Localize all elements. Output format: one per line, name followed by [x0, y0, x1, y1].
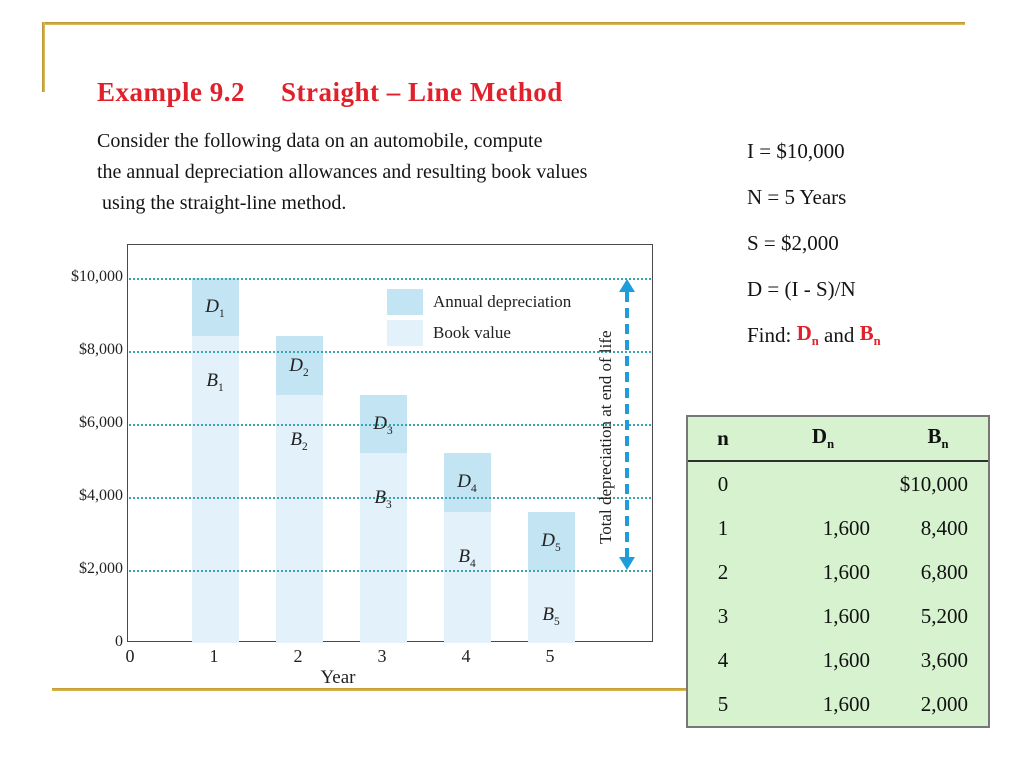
table-header-n: n: [717, 426, 729, 450]
table-header-dn: Dn: [811, 424, 835, 452]
bar-segment-book-value: [191, 336, 239, 643]
given-initial-cost: I = $10,000: [747, 138, 845, 163]
bar-segment-book-value: [443, 511, 491, 643]
chart-legend: Annual depreciation Book value: [387, 286, 571, 348]
top-gold-rule: [43, 22, 965, 25]
table-row: 2 1,600 6,800: [717, 559, 968, 584]
slide-title: Example 9.2 Straight – Line Method: [97, 77, 563, 108]
bar-segment-annual-depreciation: [275, 336, 323, 395]
legend-swatch-annual-depreciation: [387, 288, 423, 315]
problem-line-3: using the straight-line method.: [97, 192, 347, 214]
bar-segment-label-d: D3: [373, 413, 393, 437]
x-tick-label: 2: [293, 646, 303, 666]
bar-segment-annual-depreciation: [443, 453, 491, 512]
bar-segment-annual-depreciation: [359, 394, 407, 454]
total-depreciation-label: Total depreciation at end of life: [596, 330, 615, 544]
bar-segment-book-value: [527, 570, 575, 643]
find-prefix: Find:: [747, 322, 797, 347]
bar-segment-book-value: [275, 394, 323, 643]
table-row: 4 1,600 3,600: [717, 647, 968, 672]
given-service-life: N = 5 Years: [747, 184, 847, 209]
legend-swatch-book-value: [387, 319, 423, 346]
x-tick-label: 3: [377, 646, 387, 666]
bar-segment-book-value: [359, 453, 407, 643]
y-tick-label: 0: [115, 633, 123, 650]
problem-line-2: the annual depreciation allowances and r…: [97, 161, 588, 183]
bar-segment-label-b: B5: [542, 604, 560, 628]
y-tick-label: $4,000: [79, 487, 123, 504]
x-tick-label: 0: [125, 646, 135, 666]
gridline: [129, 278, 651, 280]
bar-segment-annual-depreciation: [191, 278, 239, 337]
find-bn: Bn: [859, 320, 881, 349]
find-statement: Find: Dn and Bn: [747, 312, 881, 358]
problem-statement: Consider the following data on an automo…: [97, 126, 587, 219]
bar-segment-label-d: D2: [289, 354, 309, 379]
legend-label-annual-depreciation: Annual depreciation: [433, 291, 572, 311]
table-header-row: n Dn Bn: [688, 417, 988, 462]
problem-line-1: Consider the following data on an automo…: [97, 130, 543, 152]
find-and: and: [818, 322, 860, 347]
table-row: 1 1,600 8,400: [717, 515, 968, 540]
table-row: 3 1,600 5,200: [717, 603, 968, 628]
slide-title-number: Example 9.2: [97, 77, 246, 107]
given-values: I = $10,000 N = 5 Years S = $2,000 D = (…: [747, 128, 881, 358]
table-header-bn: Bn: [927, 424, 949, 452]
y-tick-label: $6,000: [79, 414, 123, 431]
x-tick-label: 4: [461, 646, 471, 666]
total-depreciation-arrow: [625, 292, 629, 557]
given-depreciation-formula: D = (I - S)/N: [747, 276, 856, 301]
bar-segment-label-b: B3: [374, 487, 392, 511]
x-tick-label: 1: [209, 646, 219, 666]
bar-segment-label-b: B1: [206, 370, 224, 395]
table-row: 5 1,600 2,000: [717, 691, 968, 716]
arrow-head-up-icon: [619, 279, 635, 292]
depreciation-chart: Annual depreciation Book value Total dep…: [127, 244, 653, 643]
bar-segment-annual-depreciation: [527, 511, 575, 570]
find-dn: Dn: [796, 320, 819, 349]
x-axis-title: Year: [320, 667, 356, 688]
bar-segment-label-d: D5: [541, 529, 561, 554]
arrow-head-down-icon: [619, 557, 635, 570]
bar-segment-label-d: D4: [457, 471, 477, 496]
bar-segment-label-b: B2: [290, 428, 308, 453]
gridline: [129, 351, 651, 353]
legend-entry-annual-depreciation: Annual depreciation: [387, 286, 571, 317]
y-tick-label: $10,000: [71, 268, 123, 285]
gridline: [129, 497, 651, 499]
legend-label-book-value: Book value: [433, 322, 511, 342]
y-tick-label: $2,000: [79, 560, 123, 577]
table-row: 0 $10,000: [717, 471, 968, 496]
bottom-gold-rule: [52, 688, 965, 691]
depreciation-table: n Dn Bn 0 $10,000 1 1,600 8,400 2 1,600 6,800…: [686, 415, 990, 728]
slide-title-text: Straight – Line Method: [281, 77, 563, 107]
left-gold-bracket: [42, 22, 45, 92]
x-tick-label: 5: [545, 646, 555, 666]
table-body: 0 $10,000 1 1,600 8,400 2 1,600 6,800 3 1,600 5…: [688, 462, 988, 726]
bar-segment-label-b: B4: [458, 545, 476, 570]
given-salvage-value: S = $2,000: [747, 230, 839, 255]
legend-entry-book-value: Book value: [387, 317, 571, 348]
gridline: [129, 570, 651, 572]
bar-segment-label-d: D1: [205, 296, 225, 320]
gridline: [129, 424, 651, 426]
y-tick-label: $8,000: [79, 341, 123, 358]
